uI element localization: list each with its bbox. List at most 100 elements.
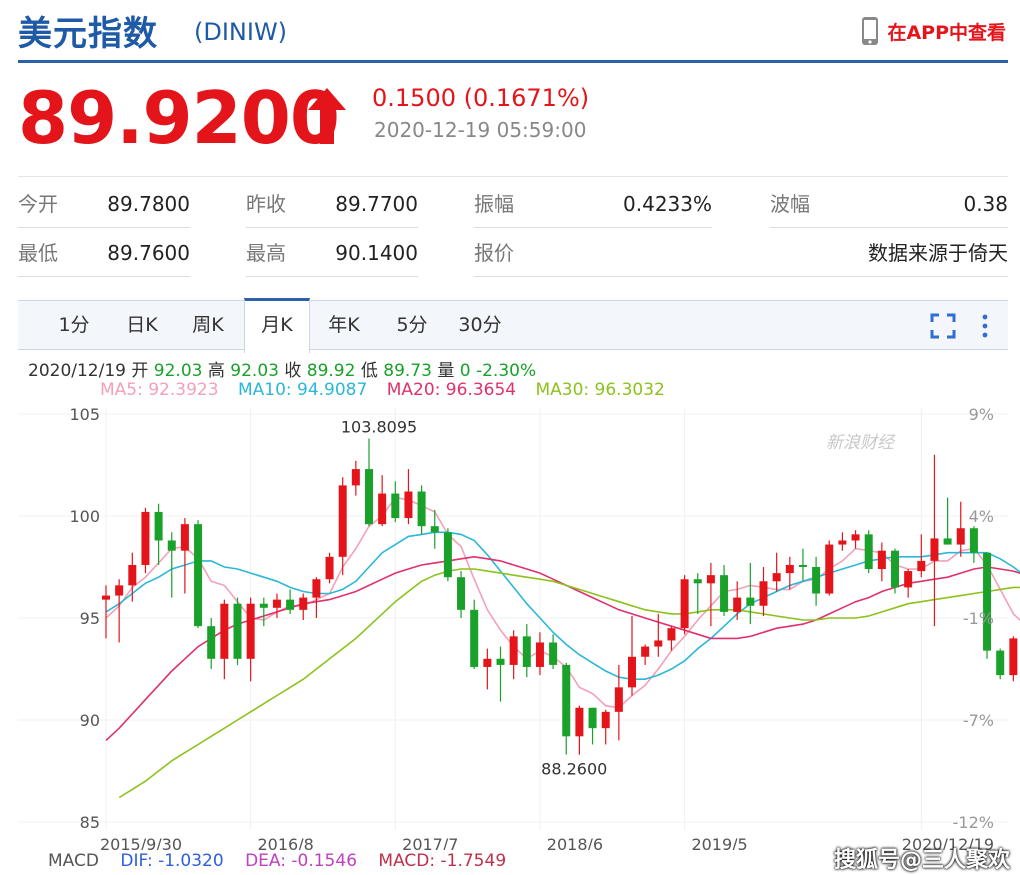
fullscreen-icon[interactable]	[930, 313, 956, 339]
stat-label: 昨收	[246, 192, 286, 216]
candle-body	[720, 575, 729, 612]
candle-body	[443, 532, 452, 578]
candle-body	[877, 550, 886, 570]
candle-body	[667, 628, 676, 641]
tab-yearly[interactable]: 年K	[328, 314, 360, 336]
candle-body	[759, 581, 768, 606]
ohlc-date: 2020/12/19	[28, 361, 126, 381]
candle-body	[996, 650, 1005, 676]
pct-tick-label: 9%	[969, 405, 994, 424]
candle-body	[772, 573, 781, 582]
candle-body	[746, 597, 755, 606]
stats-grid: 今开 89.7800 昨收 89.7700 振幅 0.4233% 波幅 0.38…	[18, 176, 1008, 277]
candle-body	[562, 664, 571, 737]
candle-body	[417, 491, 426, 527]
pct-tick-label: 4%	[969, 507, 994, 526]
candle-body	[851, 534, 860, 541]
x-tick-label: 2020/12/19	[902, 835, 994, 850]
stat-range: 波幅 0.38	[770, 179, 1008, 228]
ma5-label: MA5: 92.3923	[100, 380, 219, 400]
chart-period-tabs: 1分 日K 周K 月K 年K 5分 30分	[18, 298, 1008, 353]
stat-value: 90.1400	[335, 241, 418, 265]
more-icon[interactable]	[972, 313, 998, 339]
min-price-label: 88.2600	[541, 760, 607, 779]
stat-high: 最高 90.1400	[246, 228, 418, 277]
candle-body	[272, 599, 281, 608]
candle-body	[141, 511, 150, 565]
candle-body	[943, 538, 952, 545]
y-tick-label: 100	[69, 507, 100, 526]
candle-body	[338, 485, 347, 557]
candle-body	[785, 564, 794, 574]
macd-title: MACD	[48, 851, 99, 871]
ohlc-vol-label: 量	[437, 361, 455, 381]
tab-5min[interactable]: 5分	[396, 314, 428, 336]
candle-body	[286, 599, 295, 610]
current-price: 89.9200	[18, 76, 340, 160]
candle-body	[115, 585, 124, 596]
candle-body	[798, 564, 807, 567]
candle-body	[733, 597, 742, 612]
y-tick-label: 90	[80, 711, 100, 730]
ma20-label: MA20: 96.3654	[386, 380, 517, 400]
candle-body	[207, 626, 216, 659]
data-source: 数据来源于倚天	[868, 241, 1008, 265]
pct-tick-label: -1%	[963, 609, 994, 628]
stat-low: 最低 89.7600	[18, 228, 190, 277]
candle-body	[325, 556, 334, 580]
ohlc-open-label: 开	[131, 361, 149, 381]
candle-body	[404, 491, 413, 519]
open-in-app-link[interactable]: 在APP中查看	[861, 16, 1006, 46]
stat-open: 今开 89.7800	[18, 179, 190, 228]
y-tick-label: 105	[69, 405, 100, 424]
x-tick-label: 2017/7	[402, 835, 458, 850]
stat-label: 振幅	[474, 192, 514, 216]
tab-1min[interactable]: 1分	[58, 314, 90, 336]
candle-body	[891, 550, 899, 588]
candle-body	[706, 575, 715, 584]
ohlc-low-label: 低	[360, 361, 378, 381]
candle-body	[351, 469, 360, 486]
ohlc-close-label: 收	[284, 361, 302, 381]
stat-label: 最低	[18, 241, 58, 265]
candle-body	[259, 603, 268, 608]
x-tick-label: 2019/5	[691, 835, 747, 850]
candle-body	[128, 564, 137, 586]
symbol-code: (DINIW)	[194, 18, 288, 46]
stat-value: 0.4233%	[623, 192, 712, 216]
candle-body	[483, 658, 492, 667]
candle-body	[641, 646, 650, 657]
candle-body	[246, 603, 255, 659]
candle-body	[838, 540, 847, 545]
candle-body	[470, 609, 479, 667]
chart-labels: 105 9% 100 4% 95 -1% 90 -7% 85 -12% 2015/9/30 2016/…	[69, 405, 994, 850]
stat-value: 89.7700	[335, 192, 418, 216]
candle-body	[180, 524, 189, 551]
macd-dif: DIF: -1.0320	[120, 851, 224, 871]
candle-body	[930, 538, 939, 561]
ohlc-high: 92.03	[230, 361, 279, 381]
stat-label: 波幅	[770, 192, 810, 216]
candle-body	[693, 579, 702, 584]
tab-daily[interactable]: 日K	[126, 314, 158, 336]
ohlc-close: 89.92	[306, 361, 356, 381]
candle-body	[167, 540, 176, 551]
candle-body	[233, 603, 242, 659]
ma-legend: MA5: 92.3923 MA10: 94.9087 MA20: 96.3654…	[100, 380, 679, 400]
candle-body	[628, 656, 636, 688]
ohlc-vol: 0	[459, 361, 471, 381]
page-title: 美元指数	[18, 14, 158, 54]
y-tick-label: 85	[80, 813, 100, 832]
candlestick-chart[interactable]: 105 9% 100 4% 95 -1% 90 -7% 85 -12% 2015/9/30 2016/…	[0, 400, 1020, 850]
candle-body	[509, 636, 518, 665]
pct-tick-label: -7%	[963, 711, 994, 730]
candle-body	[575, 707, 584, 737]
tab-weekly[interactable]: 周K	[192, 314, 224, 336]
tab-30min[interactable]: 30分	[458, 314, 502, 336]
ohlc-low: 89.73	[383, 361, 432, 381]
source-watermark: 搜狐号@三人聚欢	[834, 848, 1011, 873]
candle-body	[549, 642, 558, 665]
phone-icon	[862, 17, 879, 45]
tab-monthly[interactable]: 月K	[244, 298, 310, 353]
chart-background	[18, 408, 1008, 833]
